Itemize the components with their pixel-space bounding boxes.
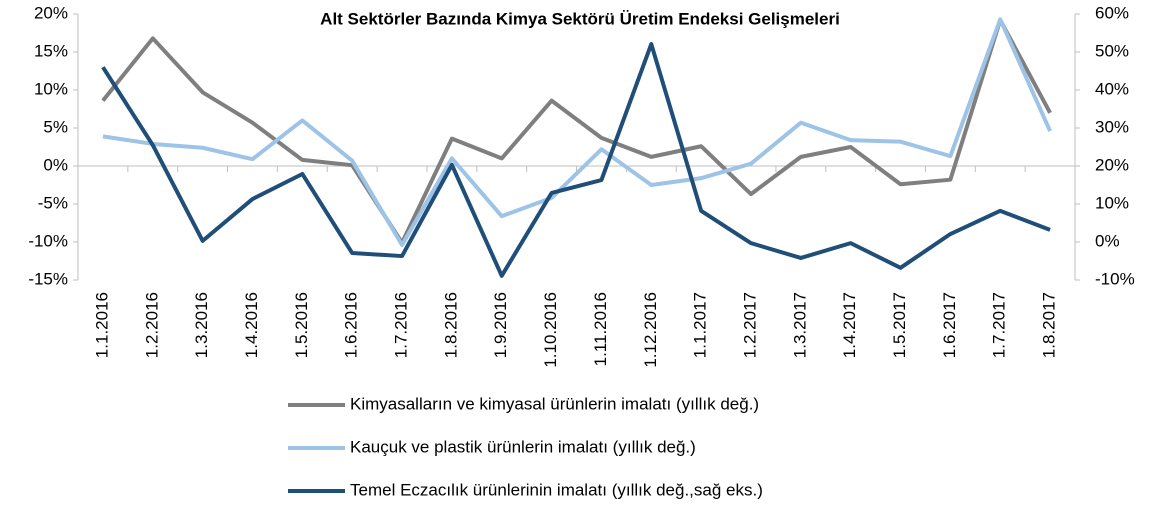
x-tick-label: 1.2.2017 <box>740 292 759 358</box>
x-tick-label: 1.1.2017 <box>691 292 710 358</box>
x-tick-label: 1.6.2016 <box>342 292 361 358</box>
y2-tick-label: 0% <box>1095 231 1120 250</box>
y2-tick-label: 30% <box>1095 117 1129 136</box>
x-tick-label: 1.2.2016 <box>142 292 161 358</box>
x-tick-label: 1.5.2016 <box>292 292 311 358</box>
y-tick-label: 10% <box>34 79 68 98</box>
x-tick-label: 1.5.2017 <box>890 292 909 358</box>
y2-tick-label: 60% <box>1095 3 1129 22</box>
x-tick-label: 1.6.2017 <box>940 292 959 358</box>
y2-tick-label: 50% <box>1095 41 1129 60</box>
y2-tick-label: 20% <box>1095 155 1129 174</box>
y-tick-label: -10% <box>28 231 68 250</box>
legend-label: Kimyasalların ve kimyasal ürünlerin imal… <box>350 394 759 413</box>
x-tick-label: 1.7.2017 <box>990 292 1009 358</box>
series-line <box>101 42 1051 278</box>
legend-label: Temel Eczacılık ürünlerinin imalatı (yıl… <box>350 480 763 499</box>
x-tick-label: 1.9.2016 <box>491 292 510 358</box>
x-tick-label: 1.11.2016 <box>591 292 610 366</box>
series-line <box>102 17 1052 248</box>
x-tick-label: 1.10.2016 <box>541 292 560 368</box>
x-tick-label: 1.3.2016 <box>192 292 211 358</box>
y2-tick-label: -10% <box>1095 269 1135 288</box>
y-tick-label: 15% <box>34 41 68 60</box>
y-tick-label: -5% <box>38 193 68 212</box>
x-tick-label: 1.4.2016 <box>242 292 261 358</box>
x-tick-label: 1.4.2017 <box>840 292 859 358</box>
y2-tick-label: 10% <box>1095 193 1129 212</box>
x-tick-label: 1.8.2017 <box>1040 292 1059 358</box>
y-tick-label: 20% <box>34 3 68 22</box>
legend-label: Kauçuk ve plastik ürünlerin imalatı (yıl… <box>350 437 696 456</box>
y2-tick-label: 40% <box>1095 79 1129 98</box>
y-tick-label: 5% <box>43 117 68 136</box>
x-tick-label: 1.7.2016 <box>392 292 411 358</box>
x-tick-label: 1.3.2017 <box>790 292 809 358</box>
y-tick-label: -15% <box>28 269 68 288</box>
y-tick-label: 0% <box>43 155 68 174</box>
x-tick-label: 1.1.2016 <box>92 292 111 358</box>
series-line <box>101 18 1052 245</box>
x-tick-label: 1.12.2016 <box>641 292 660 368</box>
x-tick-label: 1.8.2016 <box>441 292 460 358</box>
chart-title: Alt Sektörler Bazında Kimya Sektörü Üret… <box>320 9 840 28</box>
